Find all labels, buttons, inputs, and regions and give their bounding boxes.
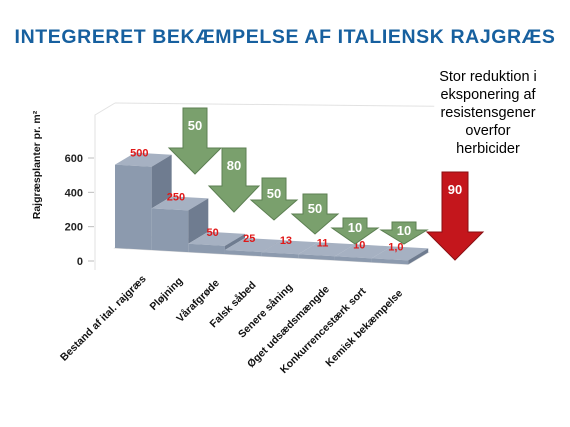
y-tick-label: 200 [65, 222, 83, 234]
x-tick-label: Bestand af ital. rajgræs [58, 273, 149, 364]
data-label: 25 [243, 233, 255, 245]
bar-top [115, 152, 172, 167]
reduction-arrow: 50 [249, 177, 299, 221]
data-label: 13 [280, 235, 292, 247]
bar-top [334, 244, 392, 259]
reduction-arrow: 90 [425, 171, 485, 261]
arrow-shape [425, 171, 485, 261]
x-tick-label: Kemisk bekæmpelse [323, 287, 405, 369]
reduction-arrow: 50 [167, 107, 223, 175]
arrow-shape [290, 193, 340, 235]
bar-front [371, 258, 409, 265]
arrow-label: 10 [348, 220, 362, 235]
note-line: overfor [465, 123, 511, 139]
note-line: herbicider [456, 141, 520, 157]
arrow-shape [207, 147, 261, 213]
wall-top [114, 102, 435, 107]
data-label: 500 [130, 148, 148, 160]
bar-top [188, 231, 245, 246]
bar [261, 240, 319, 259]
arrow-shape [330, 217, 380, 245]
arrow-label: 50 [308, 201, 322, 216]
data-label: 50 [207, 227, 219, 239]
bar [188, 231, 245, 255]
x-tick-label: Pløjning [147, 275, 185, 313]
bar [334, 244, 392, 263]
arrow-label: 50 [267, 186, 281, 201]
bar-front [298, 254, 335, 261]
bar [371, 246, 429, 265]
chart-title: INTEGRERET BEKÆMPELSE AF ITALIENSK RAJGR… [14, 26, 556, 48]
bar-front [334, 256, 372, 263]
note-line: Stor reduktion i [439, 69, 537, 85]
bar-top [298, 242, 355, 257]
arrow-shape [249, 177, 299, 221]
bar-group [115, 152, 429, 265]
bar-front [151, 208, 189, 253]
data-label: 250 [167, 191, 185, 203]
y-tick-label: 0 [77, 256, 83, 268]
annotation-note: Stor reduktion i eksponering af resisten… [418, 68, 558, 158]
reduction-arrow: 80 [207, 147, 261, 213]
data-label: 1,0 [388, 241, 403, 253]
bar-top [151, 196, 209, 211]
bar [115, 152, 172, 251]
note-line: resistensgener [440, 105, 536, 121]
arrow-label: 80 [227, 158, 241, 173]
reduction-arrow: 10 [379, 221, 429, 245]
reduction-arrow: 10 [330, 217, 380, 245]
bar [224, 237, 282, 257]
arrow-shape [167, 107, 223, 175]
x-axis: Bestand af ital. rajgræsPløjningVårafgrø… [58, 273, 405, 376]
wall-left [94, 102, 116, 270]
y-tick-label: 400 [65, 187, 83, 199]
bar-top [261, 240, 319, 255]
bar-front [224, 249, 262, 257]
y-tick-label: 600 [65, 153, 83, 165]
arrow-label: 90 [448, 182, 462, 197]
y-axis: 0 200 400 600 Rajgræsplanter pr. m² [31, 110, 94, 268]
bar-front [261, 252, 299, 259]
bar-front [115, 164, 152, 251]
bar-side [224, 233, 245, 250]
y-axis-label: Rajgræsplanter pr. m² [31, 110, 43, 219]
arrow-shape [379, 221, 429, 245]
arrow-label: 10 [397, 223, 411, 238]
bar [298, 242, 355, 261]
bar-front [188, 243, 225, 255]
bar-side [188, 198, 209, 244]
bar-side [151, 154, 172, 209]
note-line: eksponering af [440, 87, 536, 103]
bar-top [224, 237, 282, 253]
reduction-arrow: 50 [290, 193, 340, 235]
bar-top [371, 246, 429, 261]
bar-side [261, 240, 282, 253]
bar-side [408, 248, 429, 265]
reduction-arrows: 50 80 50 50 10 10 90 [167, 107, 485, 261]
data-label: 11 [317, 237, 329, 249]
bar [151, 196, 209, 253]
arrow-label: 50 [188, 118, 202, 133]
